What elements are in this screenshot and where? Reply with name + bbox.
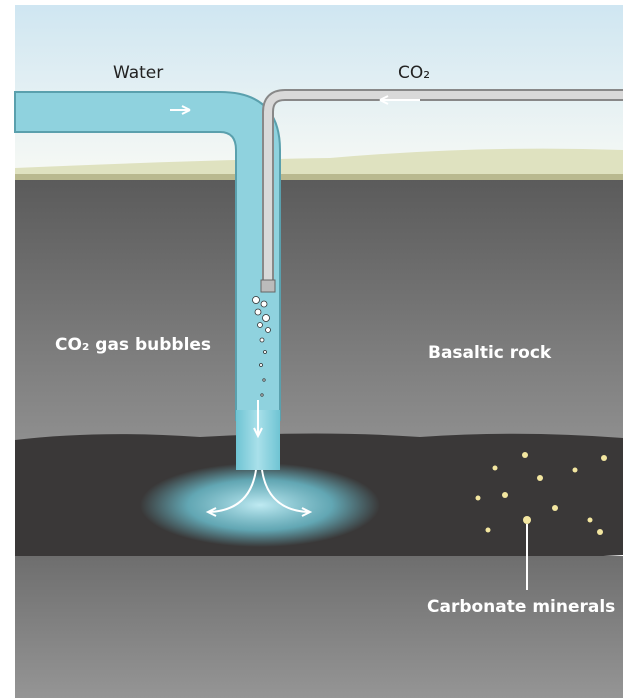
label: Carbonate minerals (427, 597, 615, 617)
label: CO₂ gas bubbles (55, 335, 211, 355)
label: CO₂ (398, 63, 430, 83)
label: Basaltic rock (428, 343, 552, 363)
diagram: Water CO₂ CO₂ gas bubbles Basaltic rock … (0, 0, 623, 698)
label: Water (113, 63, 163, 83)
